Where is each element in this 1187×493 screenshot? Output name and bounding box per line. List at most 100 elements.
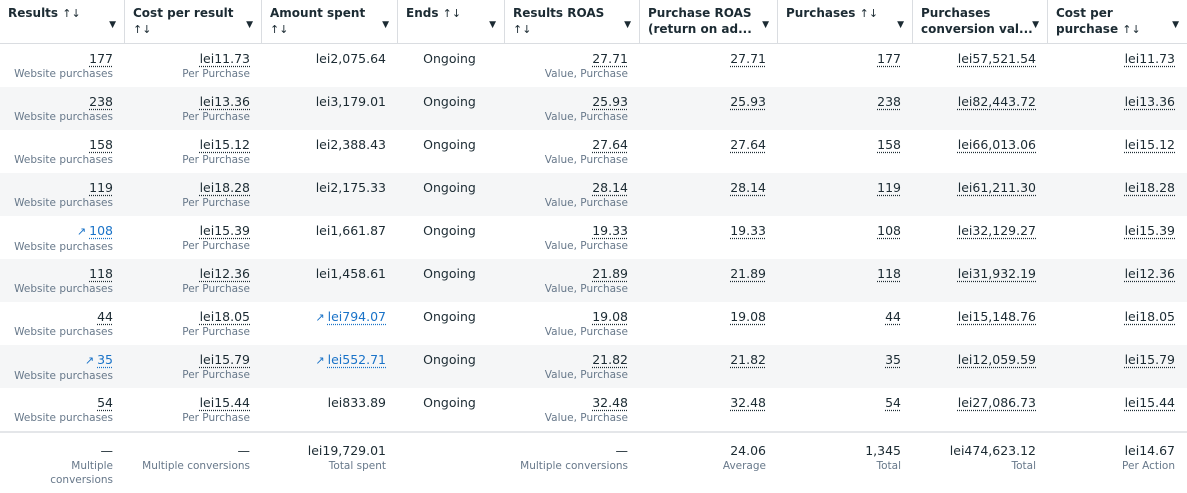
column-menu-caret-icon[interactable]: ▼ [382,20,389,30]
results-value[interactable]: 177 [89,51,113,66]
cost-per-purchase-cell: lei15.39 [1124,223,1175,238]
column-menu-caret-icon[interactable]: ▼ [1032,20,1039,30]
sort-icon[interactable]: ↑↓ [513,23,532,36]
ends-cell: Ongoing [423,51,476,66]
column-header[interactable]: Results ↑↓ ▼ [0,0,125,43]
purchases-cell: 119 [877,180,901,195]
column-header[interactable]: Amount spent ↑↓ ▼ [262,0,398,43]
amount-spent-cell: lei2,388.43 [262,130,398,173]
cost-per-purchase-cell: lei15.79 [1124,352,1175,367]
sort-icon[interactable]: ↑↓ [1122,23,1141,36]
column-menu-caret-icon[interactable]: ▼ [624,20,631,30]
results-cell: 158 Website purchases [14,137,113,166]
conversion-value-cell: lei27,086.73 [957,395,1036,410]
results-roas-cell: 27.71 Value, Purchase [544,51,628,80]
amount-spent-value: lei2,175.33 [315,180,386,195]
table-row: 118 Website purchases lei12.36 Per Purchas… [0,259,1187,302]
cost-per-result-cell: lei15.39 Per Purchase [182,223,250,252]
results-value[interactable]: 238 [89,94,113,109]
conversion-value-cell: lei66,013.06 [957,137,1036,152]
column-menu-caret-icon[interactable]: ▼ [489,20,496,30]
results-value[interactable]: 118 [89,266,113,281]
amount-spent-cell: ↗ lei552.71 [262,345,398,388]
column-header[interactable]: Ends ↑↓ ▼ [398,0,505,43]
column-menu-caret-icon[interactable]: ▼ [762,20,769,30]
results-cell: 54 Website purchases [14,395,113,424]
footer-cell: lei19,729.01 Total spent [307,443,386,472]
purchases-cell: 35 [885,352,901,367]
ends-cell: Ongoing [423,352,476,367]
amount-spent-cell: lei1,458.61 [262,259,398,302]
cost-per-result-cell: lei15.12 Per Purchase [182,137,250,166]
cost-per-purchase-cell: lei15.12 [1124,137,1175,152]
results-cell: 177 Website purchases [14,51,113,80]
column-header[interactable]: Purchases ↑↓ ▼ [778,0,913,43]
amount-spent-value[interactable]: ↗ lei794.07 [315,309,386,324]
results-cell: ↗ 108 Website purchases [14,223,113,253]
sort-icon[interactable]: ↑↓ [62,7,81,20]
purchases-cell: 158 [877,137,901,152]
purchases-cell: 238 [877,94,901,109]
cost-per-purchase-cell: lei18.05 [1124,309,1175,324]
amount-spent-cell: lei2,175.33 [262,173,398,216]
column-menu-caret-icon[interactable]: ▼ [1172,20,1179,30]
ends-cell: Ongoing [423,94,476,109]
results-value[interactable]: ↗ 108 [76,223,113,238]
amount-spent-cell: ↗ lei794.07 [262,302,398,345]
cost-per-result-cell: lei18.05 Per Purchase [182,309,250,338]
cost-per-result-cell: lei12.36 Per Purchase [182,266,250,295]
amount-spent-cell: lei1,661.87 [262,216,398,259]
cost-per-purchase-cell: lei11.73 [1124,51,1175,66]
trend-up-icon: ↗ [315,354,325,367]
conversion-value-cell: lei12,059.59 [957,352,1036,367]
results-value[interactable]: 119 [89,180,113,195]
results-value[interactable]: 158 [89,137,113,152]
column-menu-caret-icon[interactable]: ▼ [109,20,116,30]
table-row: 238 Website purchases lei13.36 Per Purchas… [0,87,1187,130]
cost-per-result-cell: lei15.79 Per Purchase [182,352,250,381]
sort-icon[interactable]: ↑↓ [270,23,289,36]
ends-cell: Ongoing [423,309,476,324]
purchase-roas-cell: 25.93 [730,94,766,109]
column-header[interactable]: Purchase ROAS (return on ad... ▼ [640,0,778,43]
cost-per-purchase-cell: lei18.28 [1124,180,1175,195]
column-menu-caret-icon[interactable]: ▼ [246,20,253,30]
results-cell: 118 Website purchases [14,266,113,295]
purchase-roas-cell: 32.48 [730,395,766,410]
conversion-value-cell: lei15,148.76 [957,309,1036,324]
results-roas-cell: 19.33 Value, Purchase [544,223,628,252]
amount-spent-cell: lei2,075.64 [262,44,398,87]
footer-cell: 1,345 Total [865,443,901,472]
cost-per-result-cell: lei13.36 Per Purchase [182,94,250,123]
sort-icon[interactable]: ↑↓ [133,23,152,36]
column-header[interactable]: Purchases conversion val... ▼ [913,0,1048,43]
results-roas-cell: 28.14 Value, Purchase [544,180,628,209]
column-header[interactable]: Results ROAS ↑↓ ▼ [505,0,640,43]
purchases-cell: 177 [877,51,901,66]
purchases-cell: 118 [877,266,901,281]
sort-icon[interactable]: ↑↓ [442,7,462,20]
column-header[interactable]: Cost per result ↑↓ ▼ [125,0,262,43]
table-row: 54 Website purchases lei15.44 Per Purchase… [0,388,1187,431]
cost-per-result-cell: lei18.28 Per Purchase [182,180,250,209]
purchase-roas-cell: 27.71 [730,51,766,66]
ends-cell: Ongoing [423,266,476,281]
purchase-roas-cell: 21.82 [730,352,766,367]
results-cell: 238 Website purchases [14,94,113,123]
amount-spent-value: lei833.89 [327,395,386,410]
conversion-value-cell: lei31,932.19 [957,266,1036,281]
column-menu-caret-icon[interactable]: ▼ [897,20,904,30]
purchase-roas-cell: 19.33 [730,223,766,238]
results-value[interactable]: 44 [97,309,113,324]
trend-up-icon: ↗ [76,225,87,238]
sort-icon[interactable]: ↑↓ [859,7,879,20]
purchase-roas-cell: 21.89 [730,266,766,281]
column-header[interactable]: Cost per purchase ↑↓ ▼ [1056,6,1179,36]
table-row: ↗ 35 Website purchases lei15.79 Per Purchas… [0,345,1187,388]
footer-cell: lei474,623.12 Total [949,443,1036,472]
footer-cell: lei14.67 Per Action [1122,443,1175,472]
amount-spent-value[interactable]: ↗ lei552.71 [315,352,386,367]
results-value[interactable]: 54 [97,395,113,410]
results-value[interactable]: ↗ 35 [84,352,113,367]
amount-spent-value: lei1,661.87 [315,223,386,238]
